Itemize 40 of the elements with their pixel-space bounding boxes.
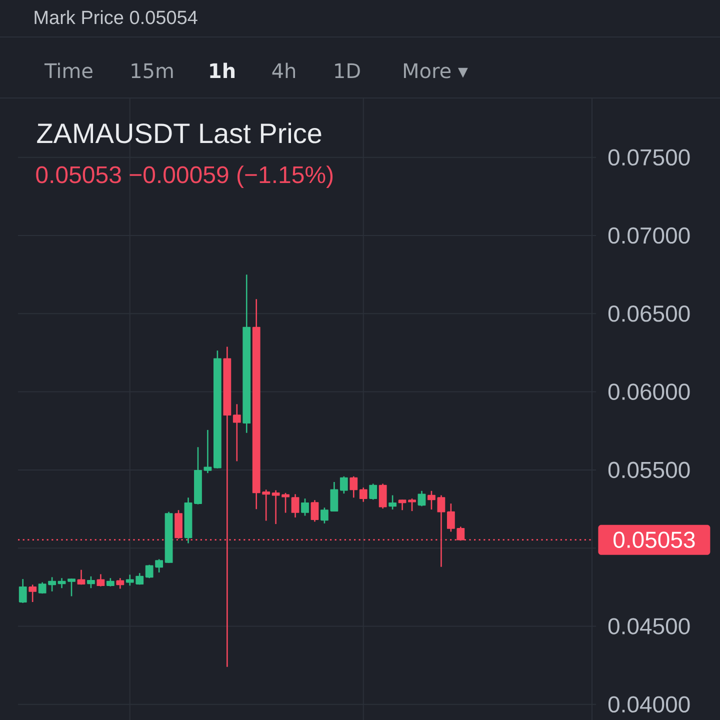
candlestick (232, 404, 241, 462)
candlestick (350, 476, 358, 498)
candlestick (87, 576, 95, 589)
text: More ▾ (404, 63, 468, 78)
text: Mark Price 0.05054 (34, 10, 198, 24)
y-tick-label: 0.07000 (608, 227, 690, 244)
candlestick (58, 577, 66, 589)
y-tick-label: 0.06000 (608, 384, 690, 400)
text: 0.05053 −0.00059 (−1.15%) (36, 166, 333, 188)
text: 15m (132, 63, 173, 78)
y-tick-label: 0.04500 (608, 618, 690, 634)
candlestick (77, 569, 86, 586)
candlestick (340, 476, 348, 494)
candlestick (378, 483, 387, 510)
candlestick (446, 502, 455, 532)
candlestick (96, 574, 105, 588)
ref-line-label: 0.05053 (614, 532, 695, 548)
candlestick (398, 499, 406, 511)
candlestick (359, 486, 368, 502)
text: 1D (335, 63, 360, 78)
candlestick (291, 494, 300, 518)
text: 1h (210, 62, 235, 78)
y-tick-label: 0.05500 (608, 462, 690, 478)
y-tick-label: 0.04000 (608, 696, 690, 713)
text: ZAMAUSDT Last Price (37, 122, 322, 144)
candlestick (28, 584, 37, 603)
candlestick (310, 499, 319, 522)
candlestick (418, 490, 426, 507)
candlestick (408, 498, 416, 512)
candlestick (68, 578, 76, 597)
candlestick (116, 577, 124, 590)
text: Time (44, 62, 92, 78)
y-tick-label: 0.07500 (608, 149, 690, 166)
candlestick (18, 578, 27, 604)
candlestick (301, 498, 309, 516)
text: 4h (272, 62, 296, 78)
candlestick (204, 429, 212, 474)
candlestick (369, 483, 378, 500)
candlestick (388, 494, 397, 510)
y-tick-label: 0.06500 (608, 306, 690, 322)
